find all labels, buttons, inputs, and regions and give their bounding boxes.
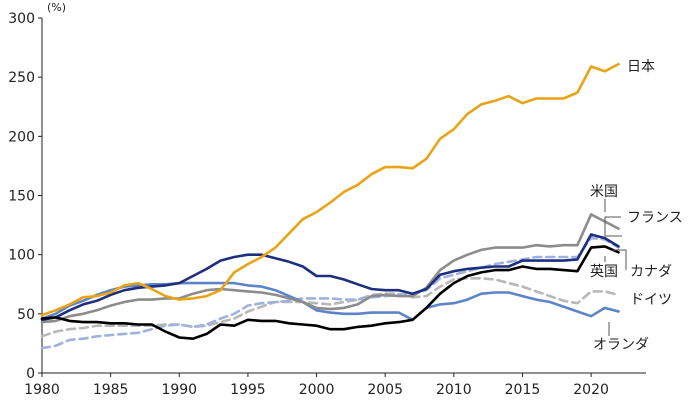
y-tick-label: 200	[8, 129, 35, 145]
x-tick-label: 1980	[24, 382, 60, 398]
x-tick-label: 1990	[161, 382, 197, 398]
x-tick-label: 2000	[299, 382, 335, 398]
y-tick-label: 300	[8, 11, 35, 27]
x-tick-label: 2005	[367, 382, 403, 398]
y-unit-label: (%)	[47, 1, 66, 14]
y-tick-label: 100	[8, 248, 35, 264]
series-lines	[40, 62, 620, 350]
series-line	[40, 281, 620, 322]
x-tick-label: 2010	[436, 382, 472, 398]
series-line	[40, 213, 620, 324]
axes: 0 50 100 150 200 250 300 1980 1985 1990 1995 2000 20…	[8, 1, 646, 398]
series-line	[40, 233, 620, 322]
series-label: ドイツ	[630, 292, 672, 308]
x-tick-label: 2020	[573, 382, 609, 398]
label-leader-line	[604, 216, 622, 237]
label-leader-line	[612, 249, 627, 270]
series-label: カナダ	[630, 264, 672, 280]
series-label: フランス	[627, 210, 683, 226]
series-line	[40, 245, 620, 341]
series-line	[40, 62, 620, 317]
series-label: 英国	[590, 263, 618, 280]
y-tick-label: 150	[8, 189, 35, 205]
x-tick-label: 1985	[93, 382, 129, 398]
series-label: 米国	[590, 184, 618, 200]
series-label: 日本	[627, 59, 655, 75]
x-tick-label: 2015	[505, 382, 541, 398]
series-label: オランダ	[593, 337, 649, 353]
x-tick-label: 1995	[230, 382, 266, 398]
y-tick-label: 0	[26, 366, 35, 382]
y-tick-label: 250	[8, 70, 35, 86]
series-line	[40, 236, 620, 350]
y-tick-label: 50	[17, 307, 35, 323]
